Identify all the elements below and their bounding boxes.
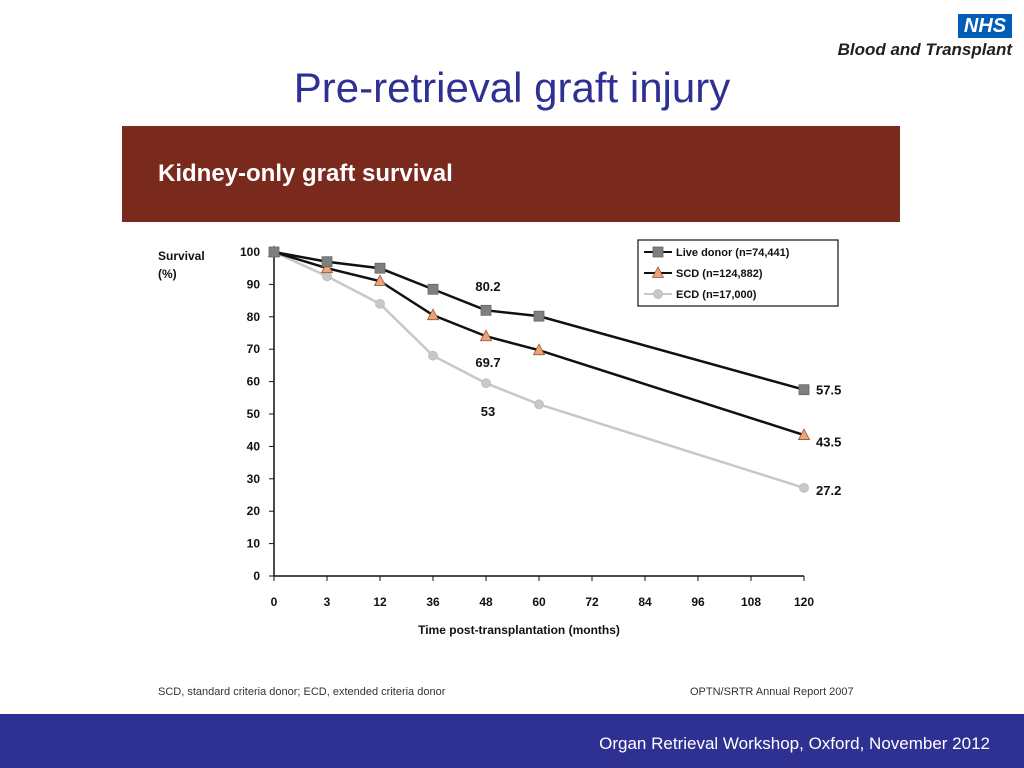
figure-header: Kidney-only graft survival (122, 126, 900, 222)
x-tick-label: 36 (426, 595, 440, 609)
data-point-square (374, 262, 386, 274)
x-tick-label: 120 (794, 595, 814, 609)
data-point-square (533, 310, 545, 322)
y-tick-label: 50 (247, 407, 261, 421)
legend-marker-square (652, 246, 664, 258)
footnote-source: OPTN/SRTR Annual Report 2007 (690, 686, 854, 698)
footnote-abbreviations: SCD, standard criteria donor; ECD, exten… (158, 686, 446, 698)
x-tick-label: 12 (373, 595, 387, 609)
data-point-triangle (797, 428, 811, 440)
data-point-triangle (320, 261, 334, 274)
y-tick-label: 20 (247, 504, 261, 518)
data-label: 69.7 (475, 355, 500, 370)
y-axis-label: Survival (158, 249, 205, 263)
x-tick-label: 3 (324, 595, 331, 609)
data-point-circle (534, 399, 544, 410)
y-tick-label: 30 (247, 472, 261, 486)
y-tick-label: 60 (247, 375, 261, 389)
data-point-triangle (532, 343, 546, 356)
data-point-square (798, 384, 810, 396)
y-tick-label: 100 (240, 245, 260, 259)
data-point-triangle (426, 308, 440, 321)
x-tick-label: 72 (585, 595, 599, 609)
data-point-square (268, 246, 280, 258)
data-point-square (321, 256, 333, 268)
slide-title: Pre-retrieval graft injury (293, 64, 731, 111)
legend-label: Live donor (n=74,441) (676, 247, 790, 259)
y-tick-label: 40 (247, 439, 261, 453)
y-tick-label: 10 (247, 537, 261, 551)
data-point-square (427, 283, 439, 295)
footer-bar: Organ Retrieval Workshop, Oxford, Novemb… (0, 714, 1024, 768)
x-tick-label: 60 (532, 595, 546, 609)
data-point-square (480, 304, 492, 316)
legend-label: ECD (n=17,000) (676, 289, 757, 301)
y-tick-label: 70 (247, 342, 261, 356)
x-tick-label: 48 (479, 595, 493, 609)
data-label: 57.5 (816, 383, 841, 398)
figure-header-title: Kidney-only graft survival (158, 160, 453, 187)
data-point-circle (322, 271, 332, 282)
data-label: 27.2 (816, 483, 841, 498)
x-tick-label: 108 (741, 595, 761, 609)
legend-label: SCD (n=124,882) (676, 268, 763, 280)
y-axis-label-unit: (%) (158, 267, 177, 281)
nhs-logo-subtitle: Blood and Transplant (837, 40, 1012, 59)
survival-chart: 0 10 20 30 40 50 60 70 80 90 100 0 3 12 36 48 60 72 84 96 10… (158, 239, 841, 637)
nhs-badge: NHS (958, 14, 1012, 38)
chart-figure: Kidney-only graft survival 0 10 20 30 40 50 60… (122, 126, 900, 708)
data-label: 53 (481, 404, 495, 419)
y-tick-label: 0 (253, 569, 260, 583)
footer-text: Organ Retrieval Workshop, Oxford, Novemb… (599, 734, 990, 753)
y-tick-label: 80 (247, 310, 261, 324)
x-tick-label: 0 (271, 595, 278, 609)
data-label: 43.5 (816, 435, 841, 450)
legend-marker-circle (653, 289, 663, 299)
data-point-circle (799, 482, 809, 493)
data-point-triangle (373, 274, 387, 287)
data-point-circle (481, 378, 491, 389)
data-point-circle (428, 350, 438, 361)
data-point-circle (375, 298, 385, 309)
data-label: 80.2 (475, 279, 500, 294)
nhs-logo: NHS Blood and Transplant (812, 14, 1012, 64)
data-point-triangle (479, 329, 493, 342)
x-axis-label: Time post-transplantation (months) (418, 623, 620, 637)
x-tick-label: 84 (638, 595, 652, 609)
legend-marker-triangle (651, 266, 665, 278)
x-tick-label: 96 (691, 595, 705, 609)
y-tick-label: 90 (247, 277, 261, 291)
